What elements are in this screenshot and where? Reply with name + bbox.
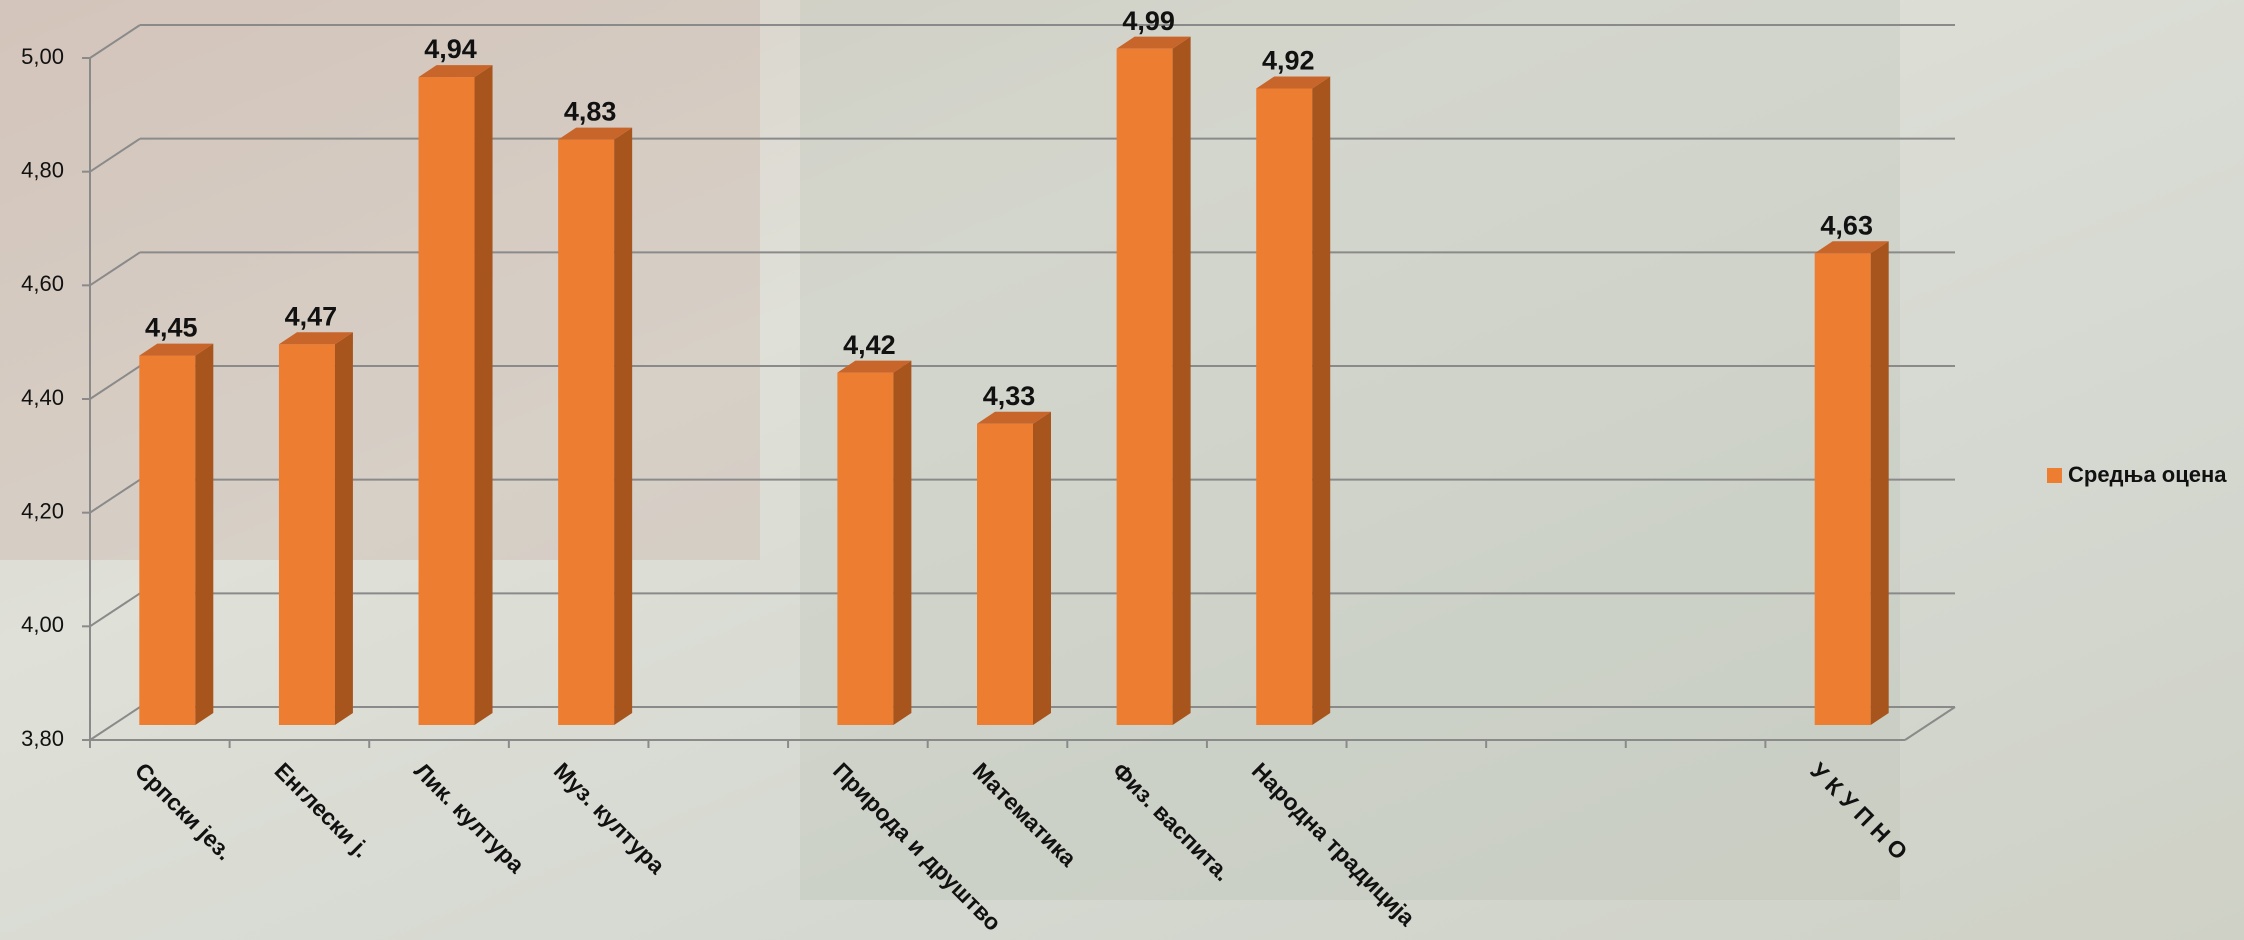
bar-side xyxy=(1312,76,1331,725)
bar-top xyxy=(1256,76,1331,89)
y-tick-label: 4,80 xyxy=(21,157,64,182)
bar-front xyxy=(977,423,1033,725)
grid-line-side xyxy=(89,24,141,59)
bar-top xyxy=(1814,241,1889,254)
legend-swatch xyxy=(2047,468,2062,483)
bar-front xyxy=(1256,88,1313,725)
data-label: 4,33 xyxy=(983,381,1036,411)
bar xyxy=(1256,76,1331,725)
data-label: 4,63 xyxy=(1820,210,1873,240)
data-label: 4,47 xyxy=(285,301,338,331)
bar-side xyxy=(1172,36,1191,725)
bar-side xyxy=(195,343,214,725)
bar-front xyxy=(837,372,894,725)
bar xyxy=(1116,36,1191,725)
bar xyxy=(837,360,912,725)
legend-label: Средња оцена xyxy=(2068,462,2227,487)
grid-line-side xyxy=(89,478,141,514)
bar xyxy=(278,332,353,725)
floor-edge xyxy=(1904,706,1956,741)
data-label: 4,42 xyxy=(843,330,896,360)
bar-top xyxy=(558,127,633,140)
grid-line-side xyxy=(89,365,141,400)
bar-side xyxy=(1033,411,1051,725)
grid-line-side xyxy=(89,251,141,287)
bar-side xyxy=(474,65,493,726)
bar-front xyxy=(418,77,475,726)
grid-line-side xyxy=(89,592,141,628)
bar-side xyxy=(614,127,633,725)
y-tick-label: 4,00 xyxy=(21,612,64,637)
bar-top xyxy=(837,360,912,373)
y-tick-label: 5,00 xyxy=(21,44,64,69)
bar-top xyxy=(278,332,353,345)
y-tick-label: 4,60 xyxy=(21,271,64,296)
bar-side xyxy=(334,332,353,725)
background-tree xyxy=(800,0,1900,900)
data-label: 4,83 xyxy=(564,97,617,127)
bar-front xyxy=(278,344,335,725)
bar xyxy=(418,65,493,726)
bar-top xyxy=(418,65,493,78)
bar-front xyxy=(139,355,196,725)
data-label: 4,99 xyxy=(1122,6,1175,36)
bar-side xyxy=(1870,241,1889,726)
bar-top xyxy=(1116,36,1191,49)
bar xyxy=(977,411,1051,725)
bar xyxy=(139,343,214,725)
data-label: 4,45 xyxy=(145,313,198,343)
bar-front xyxy=(1116,48,1173,725)
bar-front xyxy=(1814,253,1871,726)
grid-line-side xyxy=(89,706,141,741)
bar-top xyxy=(139,343,214,356)
grid-line-side xyxy=(89,137,141,173)
bar xyxy=(1814,241,1889,726)
bar-front xyxy=(558,139,615,725)
bar xyxy=(558,127,633,725)
y-tick-label: 4,40 xyxy=(21,385,64,410)
data-label: 4,92 xyxy=(1262,46,1315,76)
bar-side xyxy=(893,360,912,725)
y-tick-label: 4,20 xyxy=(21,498,64,523)
background-building xyxy=(0,0,760,560)
y-tick-label: 3,80 xyxy=(21,726,64,751)
data-label: 4,94 xyxy=(424,34,477,64)
bar-top xyxy=(977,411,1051,424)
